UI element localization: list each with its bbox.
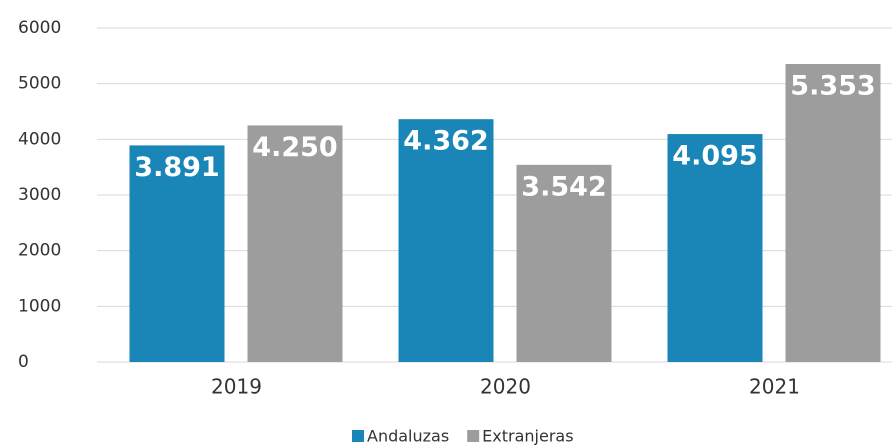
value-label: 4.362: [403, 126, 488, 157]
value-label: 3.891: [134, 152, 219, 183]
y-tick-label: 6000: [18, 18, 61, 38]
value-label: 4.095: [672, 141, 757, 172]
legend-label: Andaluzas: [367, 427, 449, 446]
bar: [247, 125, 343, 363]
legend-label: Extranjeras: [482, 427, 573, 446]
x-tick-label: 2021: [749, 375, 800, 399]
value-label: 3.542: [521, 171, 606, 202]
x-tick-label: 2020: [480, 375, 531, 399]
bar: [129, 145, 225, 362]
y-tick-label: 1000: [18, 296, 61, 316]
y-tick-label: 4000: [18, 129, 61, 149]
bar: [667, 134, 763, 362]
bar: [398, 119, 494, 362]
x-tick-label: 2019: [211, 375, 262, 399]
value-label: 4.250: [252, 132, 337, 163]
legend-swatch: [352, 430, 364, 442]
value-label: 5.353: [790, 71, 875, 102]
bar: [516, 164, 612, 362]
y-tick-label: 5000: [18, 74, 61, 94]
y-tick-label: 3000: [18, 185, 61, 205]
legend-swatch: [467, 430, 480, 442]
y-tick-label: 2000: [18, 241, 61, 261]
bar: [785, 64, 881, 363]
y-tick-label: 0: [18, 352, 29, 372]
